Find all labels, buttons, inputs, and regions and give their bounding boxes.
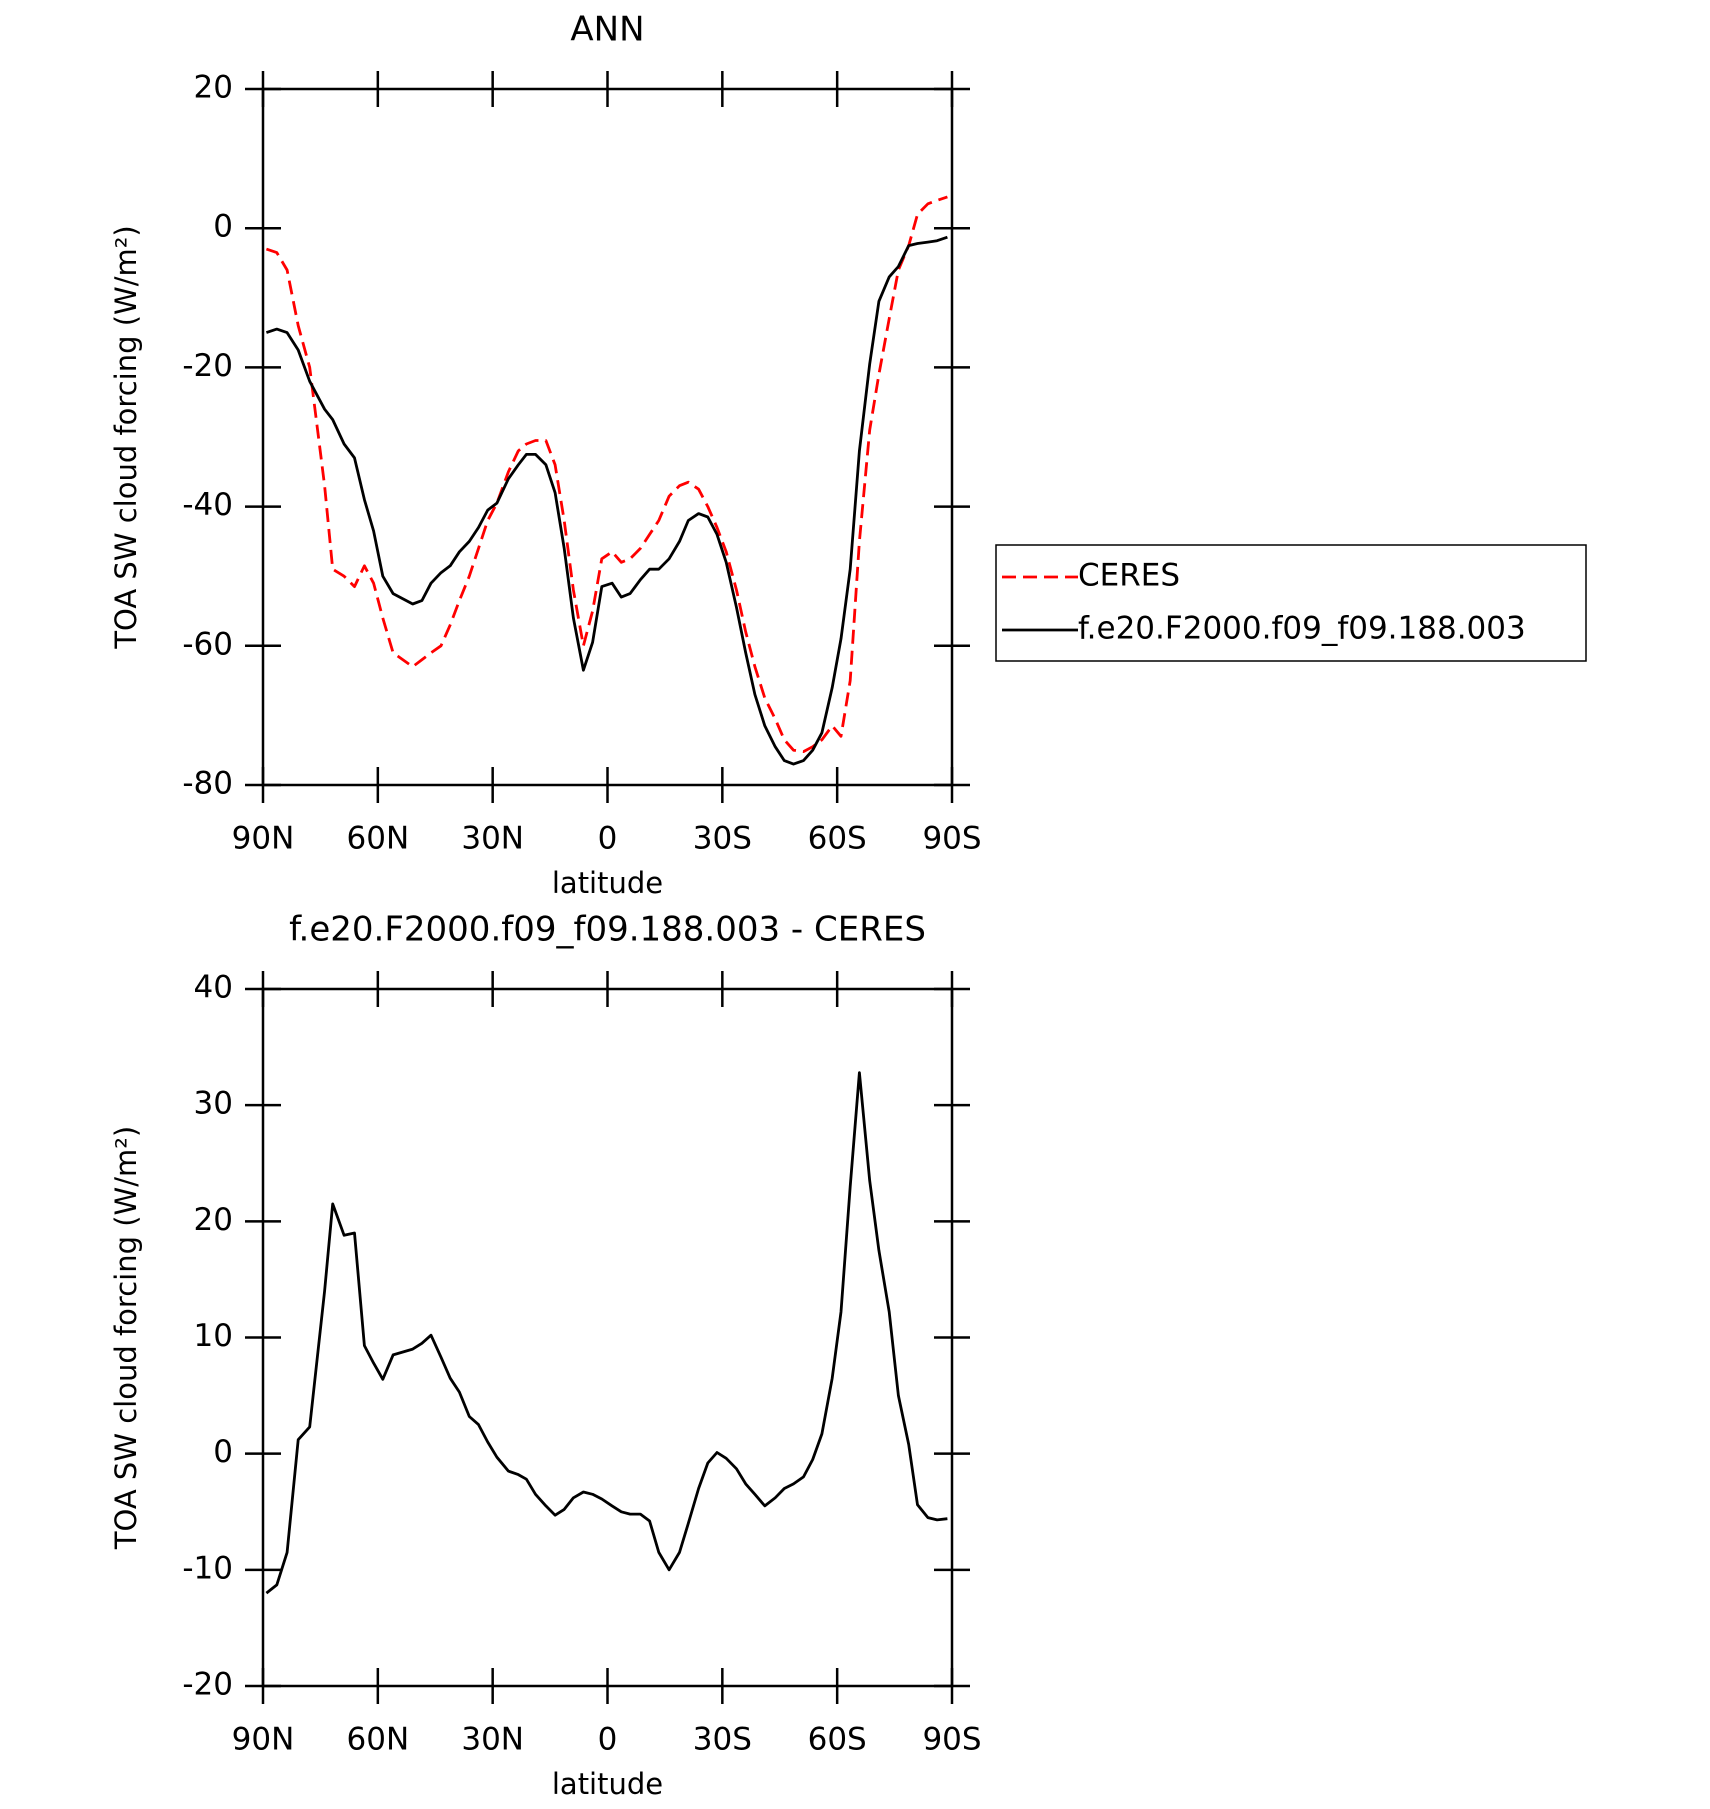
x-tick-label: 60N bbox=[347, 1722, 410, 1758]
legend-label: f.e20.F2000.f09_f09.188.003 bbox=[1078, 611, 1526, 647]
x-tick-label: 30S bbox=[693, 821, 752, 857]
x-tick-label: 30N bbox=[461, 821, 524, 857]
y-tick-label: 10 bbox=[194, 1318, 233, 1354]
x-tick-label: 60S bbox=[808, 821, 867, 857]
y-tick-label: 0 bbox=[213, 1434, 233, 1470]
y-tick-label: -20 bbox=[182, 348, 233, 384]
x-axis-label: latitude bbox=[552, 866, 663, 900]
data-line bbox=[265, 195, 948, 753]
y-tick-label: -10 bbox=[182, 1550, 233, 1586]
chart-title: f.e20.F2000.f09_f09.188.003 - CERES bbox=[289, 910, 926, 950]
plot-frame bbox=[261, 87, 954, 787]
x-tick-label: 0 bbox=[598, 821, 618, 857]
y-tick-label: 20 bbox=[194, 1202, 233, 1238]
x-tick-label: 0 bbox=[598, 1722, 618, 1758]
chart-title: ANN bbox=[570, 10, 644, 50]
x-tick-label: 30N bbox=[461, 1722, 524, 1758]
y-tick-label: 20 bbox=[194, 70, 233, 106]
plot-frame bbox=[261, 987, 954, 1688]
x-tick-label: 30S bbox=[693, 1722, 752, 1758]
x-tick-label: 90S bbox=[922, 1722, 981, 1758]
x-tick-label: 60S bbox=[808, 1722, 867, 1758]
y-tick-label: 30 bbox=[194, 1086, 233, 1122]
y-axis-label: TOA SW cloud forcing (W/m²) bbox=[109, 225, 143, 649]
x-tick-label: 90N bbox=[232, 821, 295, 857]
legend-label: CERES bbox=[1078, 558, 1180, 594]
data-line bbox=[265, 235, 948, 766]
y-tick-label: -80 bbox=[182, 766, 233, 802]
data-line bbox=[265, 1071, 948, 1595]
y-tick-label: 40 bbox=[194, 970, 233, 1006]
x-tick-label: 90S bbox=[922, 821, 981, 857]
y-tick-label: -60 bbox=[182, 626, 233, 662]
x-axis-label: latitude bbox=[552, 1767, 663, 1801]
y-tick-label: -40 bbox=[182, 487, 233, 523]
y-axis-label: TOA SW cloud forcing (W/m²) bbox=[109, 1126, 143, 1550]
x-tick-label: 60N bbox=[347, 821, 410, 857]
y-tick-label: -20 bbox=[182, 1667, 233, 1703]
x-tick-label: 90N bbox=[232, 1722, 295, 1758]
y-tick-label: 0 bbox=[213, 209, 233, 245]
legend-box bbox=[995, 544, 1587, 662]
